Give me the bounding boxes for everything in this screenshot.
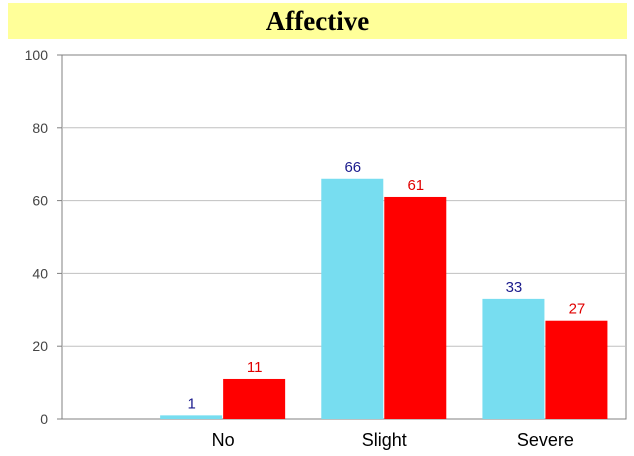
y-tick-label: 0 <box>40 411 48 427</box>
x-tick-label: Severe <box>517 430 574 450</box>
y-tick-label: 100 <box>25 47 49 63</box>
data-label: 11 <box>247 359 263 376</box>
y-tick-label: 60 <box>32 193 48 209</box>
x-tick-label: No <box>212 430 235 450</box>
y-tick-label: 20 <box>32 338 48 354</box>
bar <box>482 298 545 419</box>
data-label: 33 <box>506 279 523 296</box>
bar <box>384 196 447 419</box>
x-tick-label: Slight <box>362 430 407 450</box>
y-tick-label: 40 <box>32 265 48 281</box>
bar <box>321 178 384 419</box>
data-label: 1 <box>187 395 195 412</box>
chart-title: Affective <box>8 3 627 39</box>
y-tick-label: 80 <box>32 120 48 136</box>
data-label: 66 <box>344 159 361 176</box>
data-label: 61 <box>407 177 424 194</box>
data-label: 27 <box>569 301 586 318</box>
bar <box>160 415 223 419</box>
bar <box>223 378 286 419</box>
bar <box>545 320 608 419</box>
